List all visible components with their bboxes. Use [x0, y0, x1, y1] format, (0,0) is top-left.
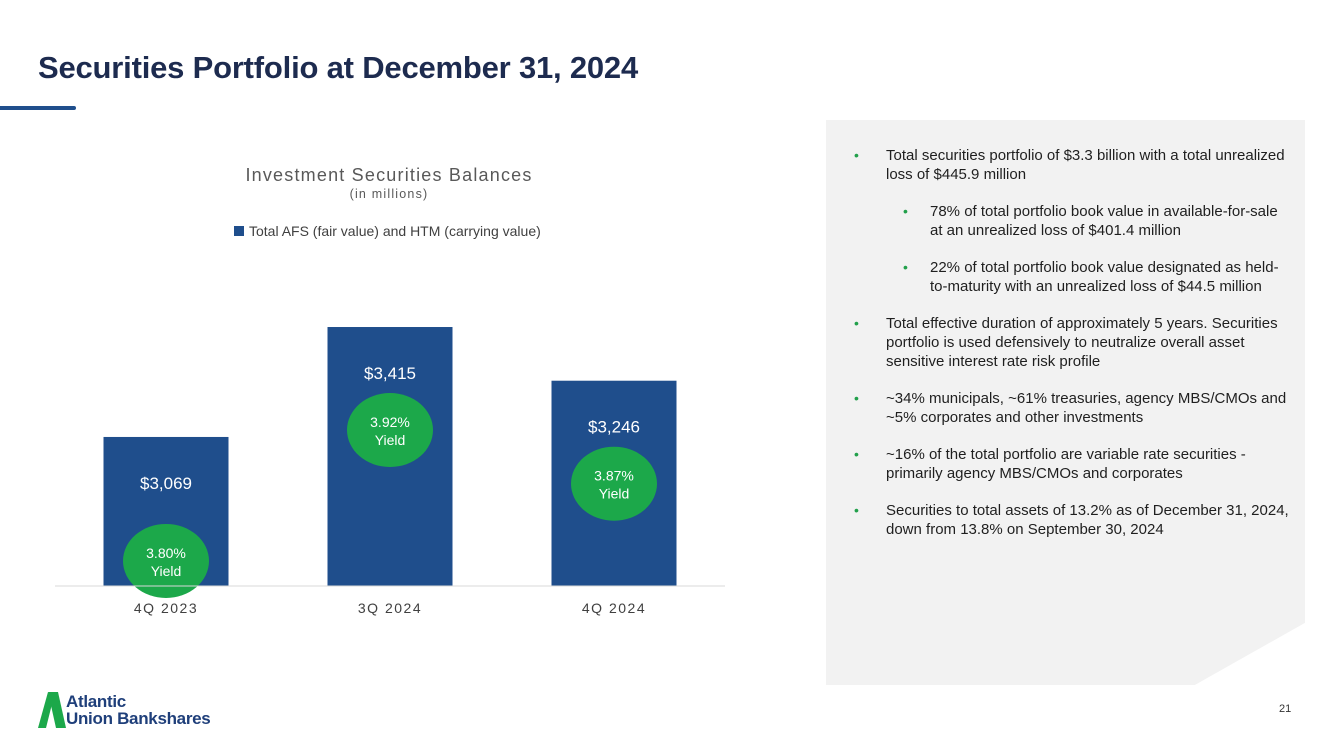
bullet-dot-icon: • [854, 446, 859, 462]
bullet-text: ~16% of the total portfolio are variable… [886, 446, 1246, 482]
bullet-text: Total securities portfolio of $3.3 billi… [886, 147, 1285, 183]
yield-value: 3.80% [146, 545, 186, 561]
bullet-text: ~34% municipals, ~61% treasuries, agency… [886, 390, 1287, 426]
commentary-bullets: • Total securities portfolio of $3.3 bill… [852, 146, 1292, 557]
yield-value: 3.92% [370, 414, 410, 430]
yield-badge [347, 393, 433, 468]
yield-value: 3.87% [594, 468, 634, 484]
chart-area: Investment Securities Balances (in milli… [0, 120, 800, 640]
logo-mark-icon [38, 692, 66, 728]
chart-title: Investment Securities Balances [245, 165, 532, 185]
logo-line-1: Atlantic [66, 692, 126, 711]
sub-bullet-item: • 22% of total portfolio book value desig… [852, 258, 1292, 296]
bar-value-label: $3,069 [140, 474, 192, 493]
chart-subtitle: (in millions) [350, 187, 429, 201]
page-number: 21 [1279, 703, 1292, 715]
logo-line-2: Union Bankshares [66, 709, 211, 728]
bullet-dot-icon: • [854, 502, 859, 518]
yield-badge [123, 523, 209, 598]
logo-wordmark: Atlantic Union Bankshares [66, 692, 211, 728]
bullet-dot-icon: • [903, 259, 908, 275]
x-tick-label: 3Q 2024 [358, 600, 422, 616]
title-underline [0, 106, 76, 110]
bullet-item: • ~16% of the total portfolio are variabl… [852, 445, 1292, 483]
bullet-item: • Total effective duration of approximate… [852, 314, 1292, 371]
bullet-dot-icon: • [854, 147, 859, 163]
bullet-item: • Total securities portfolio of $3.3 bill… [852, 146, 1292, 184]
yield-badge [571, 446, 657, 521]
x-axis-ticks: 4Q 2023 3Q 2024 4Q 2024 [134, 600, 646, 616]
x-tick-label: 4Q 2024 [582, 600, 646, 616]
yield-label: Yield [375, 432, 406, 448]
bar-value-label: $3,246 [588, 418, 640, 437]
legend-swatch [234, 226, 244, 236]
company-logo: Atlantic Union Bankshares [38, 690, 278, 730]
bullet-text: 22% of total portfolio book value design… [930, 259, 1279, 295]
bullet-text: 78% of total portfolio book value in ava… [930, 203, 1278, 239]
yield-label: Yield [151, 563, 182, 579]
bullet-dot-icon: • [903, 203, 908, 219]
legend-label: Total AFS (fair value) and HTM (carrying… [249, 223, 541, 239]
commentary-panel [826, 120, 1305, 685]
sub-bullet-item: • 78% of total portfolio book value in av… [852, 202, 1292, 240]
bullet-item: • ~34% municipals, ~61% treasuries, agenc… [852, 389, 1292, 427]
chart-legend: Total AFS (fair value) and HTM (carrying… [234, 223, 541, 239]
bullet-dot-icon: • [854, 390, 859, 406]
bar-value-label: $3,415 [364, 364, 416, 383]
x-tick-label: 4Q 2023 [134, 600, 198, 616]
bullet-dot-icon: • [854, 315, 859, 331]
bullet-text: Securities to total assets of 13.2% as o… [886, 502, 1289, 538]
yield-label: Yield [599, 486, 630, 502]
bullet-item: • Securities to total assets of 13.2% as … [852, 501, 1292, 539]
bar-chart: Investment Securities Balances (in milli… [55, 165, 725, 616]
page-title: Securities Portfolio at December 31, 202… [38, 50, 639, 85]
bars-layer: $3,069 3.80% Yield $3,415 3.92% Yield $3,246 3.… [103, 327, 677, 598]
bullet-text: Total effective duration of approximatel… [886, 315, 1278, 370]
